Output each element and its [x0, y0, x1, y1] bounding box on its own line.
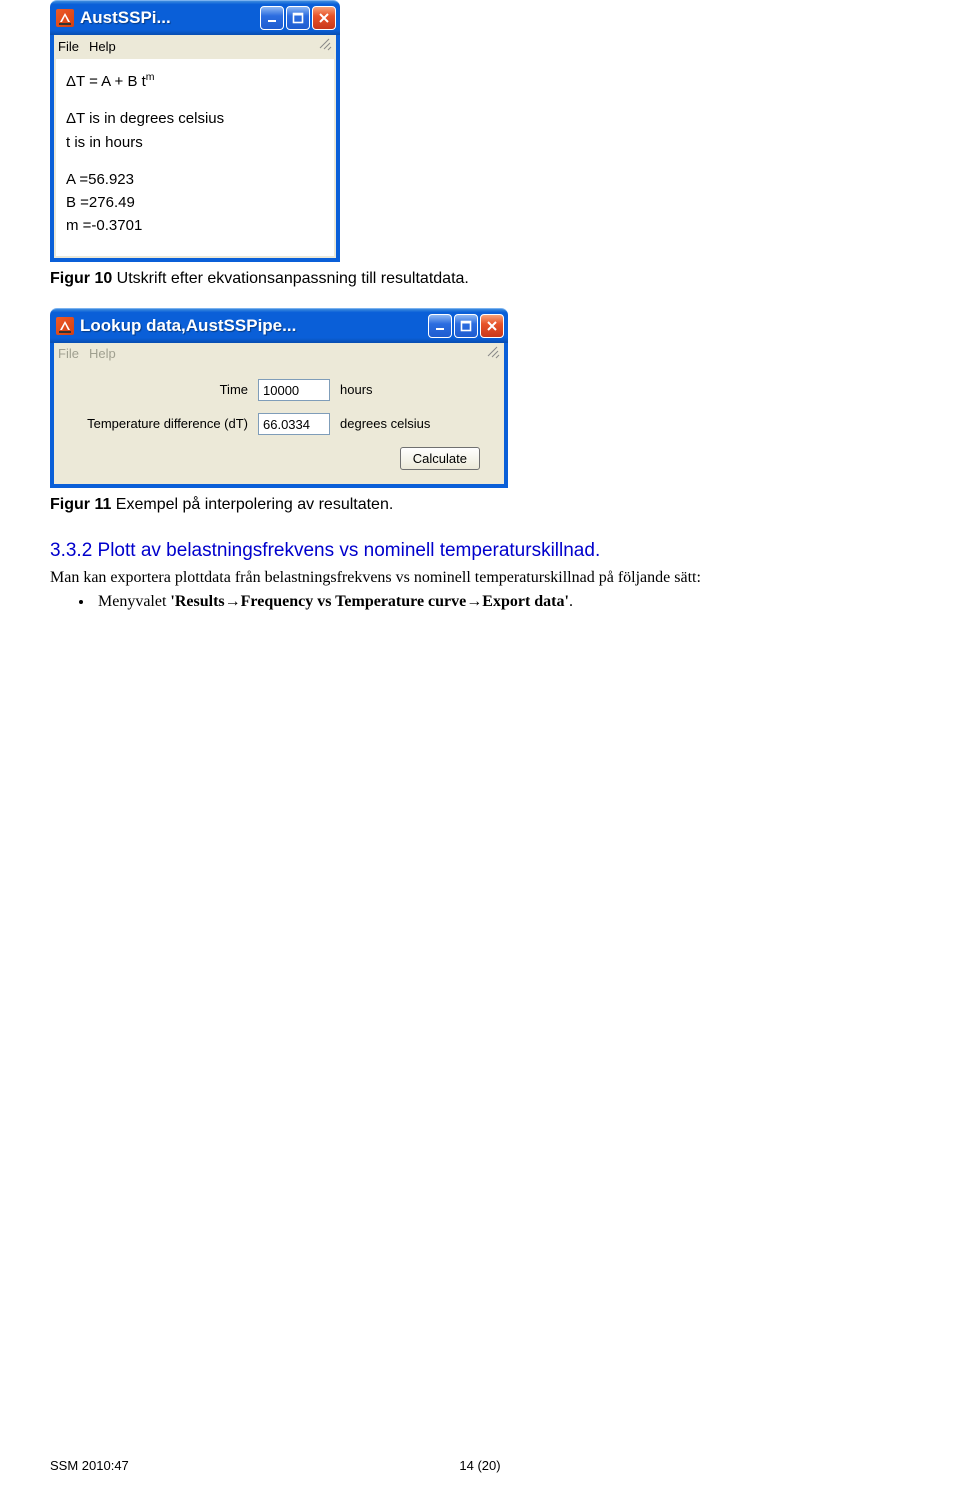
figure-caption-11: Figur 11 Exempel på interpolering av res…: [50, 496, 910, 514]
page-number: 14 (20): [459, 1458, 500, 1473]
titlebar[interactable]: AustSSPi...: [50, 0, 340, 35]
minimize-button[interactable]: [428, 314, 452, 338]
calculate-button[interactable]: Calculate: [400, 447, 480, 470]
time-unit: hours: [340, 382, 373, 397]
close-button[interactable]: [480, 314, 504, 338]
app-icon: [56, 9, 74, 27]
form-row-time: Time 10000 hours: [68, 379, 490, 401]
window-content: ΔT = A + B tm ΔT is in degrees celsius t…: [56, 59, 334, 256]
value-line: m =-0.3701: [66, 214, 324, 237]
resize-grip-icon: [319, 38, 333, 52]
resize-grip-icon: [487, 346, 501, 360]
menu-help[interactable]: Help: [89, 39, 116, 54]
page-footer: SSM 2010:47 14 (20): [50, 1458, 910, 1473]
value-line: B =276.49: [66, 191, 324, 214]
titlebar[interactable]: Lookup data,AustSSPipe...: [50, 308, 508, 343]
maximize-button[interactable]: [286, 6, 310, 30]
dt-unit: degrees celsius: [340, 416, 430, 431]
section-heading: 3.3.2 Plott av belastningsfrekvens vs no…: [50, 540, 910, 562]
menubar: File Help: [54, 35, 336, 57]
bullet-item: Menyvalet 'Results→Frequency vs Temperat…: [94, 592, 910, 613]
footer-left: SSM 2010:47: [50, 1458, 129, 1473]
figure-caption-10: Figur 10 Utskrift efter ekvationsanpassn…: [50, 270, 910, 288]
value-line: A =56.923: [66, 168, 324, 191]
menu-help[interactable]: Help: [89, 346, 116, 361]
window-lookup-data: Lookup data,AustSSPipe... File Help Time…: [50, 308, 508, 488]
dt-input[interactable]: 66.0334: [258, 413, 330, 435]
time-input[interactable]: 10000: [258, 379, 330, 401]
formula-line: ΔT = A + B tm: [66, 69, 324, 93]
menubar: File Help: [54, 343, 504, 365]
text-line: ΔT is in degrees celsius: [66, 107, 324, 130]
close-button[interactable]: [312, 6, 336, 30]
window-title: AustSSPi...: [80, 8, 260, 28]
text-line: t is in hours: [66, 131, 324, 154]
body-paragraph: Man kan exportera plottdata från belastn…: [50, 568, 910, 614]
minimize-button[interactable]: [260, 6, 284, 30]
form-row-dt: Temperature difference (dT) 66.0334 degr…: [68, 413, 490, 435]
window-austsspi: AustSSPi... File Help ΔT = A + B tm ΔT i…: [50, 0, 340, 262]
menu-file[interactable]: File: [58, 39, 79, 54]
dt-label: Temperature difference (dT): [68, 416, 248, 431]
window-title: Lookup data,AustSSPipe...: [80, 316, 428, 336]
app-icon: [56, 317, 74, 335]
menu-file[interactable]: File: [58, 346, 79, 361]
maximize-button[interactable]: [454, 314, 478, 338]
time-label: Time: [68, 382, 248, 397]
